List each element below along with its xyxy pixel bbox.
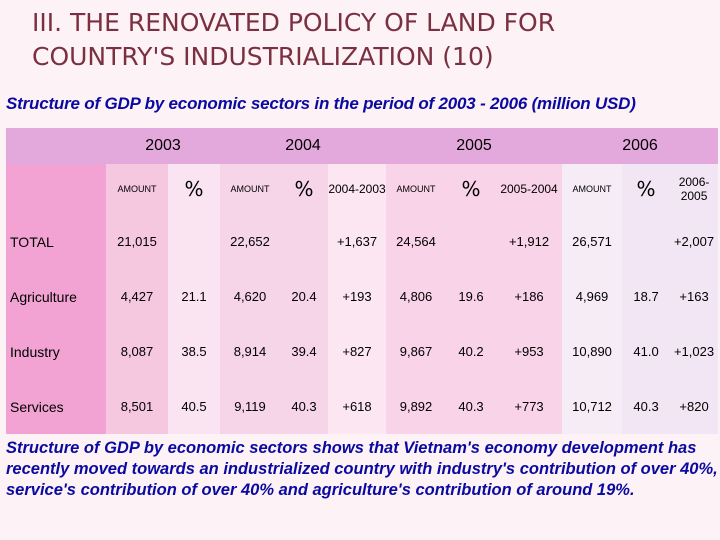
- row-label: Industry: [6, 324, 106, 379]
- table-cell: 9,119: [220, 379, 280, 434]
- table-cell: 40.3: [280, 379, 328, 434]
- table-row-industry: Industry 8,087 38.5 8,914 39.4 +827 9,86…: [6, 324, 719, 379]
- table-cell: [280, 214, 328, 269]
- subheader-row: AMOUNT % AMOUNT % 2004-2003 AMOUNT % 200…: [6, 164, 719, 214]
- blank-label-cell: [6, 164, 106, 214]
- table-cell: 4,806: [386, 269, 447, 324]
- year-2006-header: 2006: [562, 128, 719, 164]
- table-cell: [168, 214, 220, 269]
- table-cell: [622, 214, 671, 269]
- table-cell: +618: [328, 379, 387, 434]
- summary-paragraph: Structure of GDP by economic sectors sho…: [6, 439, 718, 499]
- table-cell: 19.6: [446, 269, 497, 324]
- change-header-2006: 2006-2005: [670, 164, 719, 214]
- slide-title-line-2: COUNTRY'S INDUSTRIALIZATION (10): [32, 42, 494, 71]
- row-label: Agriculture: [6, 269, 106, 324]
- amount-header-2006: AMOUNT: [562, 164, 623, 214]
- slide-title-line-1: III. THE RENOVATED POLICY OF LAND FOR: [32, 8, 556, 37]
- table-cell: +2,007: [670, 214, 719, 269]
- table-cell: +1,023: [670, 324, 719, 379]
- table-cell: [446, 214, 497, 269]
- percent-header-2006: %: [622, 164, 671, 214]
- table-cell: +163: [670, 269, 719, 324]
- amount-header-2004: AMOUNT: [220, 164, 280, 214]
- table-cell: 26,571: [562, 214, 623, 269]
- table-cell: 8,087: [106, 324, 168, 379]
- table-cell: 4,969: [562, 269, 623, 324]
- table-cell: 4,427: [106, 269, 168, 324]
- slide-title: III. THE RENOVATED POLICY OF LAND FOR CO…: [32, 6, 702, 74]
- table-cell: 40.5: [168, 379, 220, 434]
- table-cell: 10,890: [562, 324, 623, 379]
- table-row-agriculture: Agriculture 4,427 21.1 4,620 20.4 +193 4…: [6, 269, 719, 324]
- table-cell: 38.5: [168, 324, 220, 379]
- year-2004-header: 2004: [220, 128, 387, 164]
- year-header-row: 2003 2004 2005 2006: [6, 128, 719, 164]
- table-cell: +1,912: [496, 214, 563, 269]
- table-cell: 40.3: [622, 379, 671, 434]
- table-cell: 8,501: [106, 379, 168, 434]
- year-2003-header: 2003: [106, 128, 220, 164]
- table-caption: Structure of GDP by economic sectors in …: [6, 94, 636, 113]
- table-cell: 9,867: [386, 324, 447, 379]
- year-2005-header: 2005: [386, 128, 563, 164]
- table-cell: 10,712: [562, 379, 623, 434]
- table-cell: +953: [496, 324, 563, 379]
- change-header-2005: 2005-2004: [496, 164, 563, 214]
- table-cell: 40.2: [446, 324, 497, 379]
- table-cell: +827: [328, 324, 387, 379]
- table-cell: 39.4: [280, 324, 328, 379]
- table-cell: +193: [328, 269, 387, 324]
- table-cell: +1,637: [328, 214, 387, 269]
- percent-header-2004: %: [280, 164, 328, 214]
- table-cell: 18.7: [622, 269, 671, 324]
- table-cell: 22,652: [220, 214, 280, 269]
- table-cell: 4,620: [220, 269, 280, 324]
- amount-header-2003: AMOUNT: [106, 164, 168, 214]
- row-label: TOTAL: [6, 214, 106, 269]
- table-cell: +773: [496, 379, 563, 434]
- table-cell: 24,564: [386, 214, 447, 269]
- gdp-table: 2003 2004 2005 2006 AMOUNT % AMOUNT % 20…: [6, 128, 719, 434]
- table-cell: 9,892: [386, 379, 447, 434]
- table-cell: 41.0: [622, 324, 671, 379]
- row-label: Services: [6, 379, 106, 434]
- percent-header-2003: %: [168, 164, 220, 214]
- amount-header-2005: AMOUNT: [386, 164, 447, 214]
- table-cell: +820: [670, 379, 719, 434]
- table-row-total: TOTAL 21,015 22,652 +1,637 24,564 +1,912…: [6, 214, 719, 269]
- blank-corner-cell: [6, 128, 106, 164]
- table-cell: 21.1: [168, 269, 220, 324]
- table-cell: 40.3: [446, 379, 497, 434]
- percent-header-2005: %: [446, 164, 497, 214]
- table-cell: +186: [496, 269, 563, 324]
- table-cell: 20.4: [280, 269, 328, 324]
- table-cell: 8,914: [220, 324, 280, 379]
- table-row-services: Services 8,501 40.5 9,119 40.3 +618 9,89…: [6, 379, 719, 434]
- table-cell: 21,015: [106, 214, 168, 269]
- change-header-2004: 2004-2003: [328, 164, 387, 214]
